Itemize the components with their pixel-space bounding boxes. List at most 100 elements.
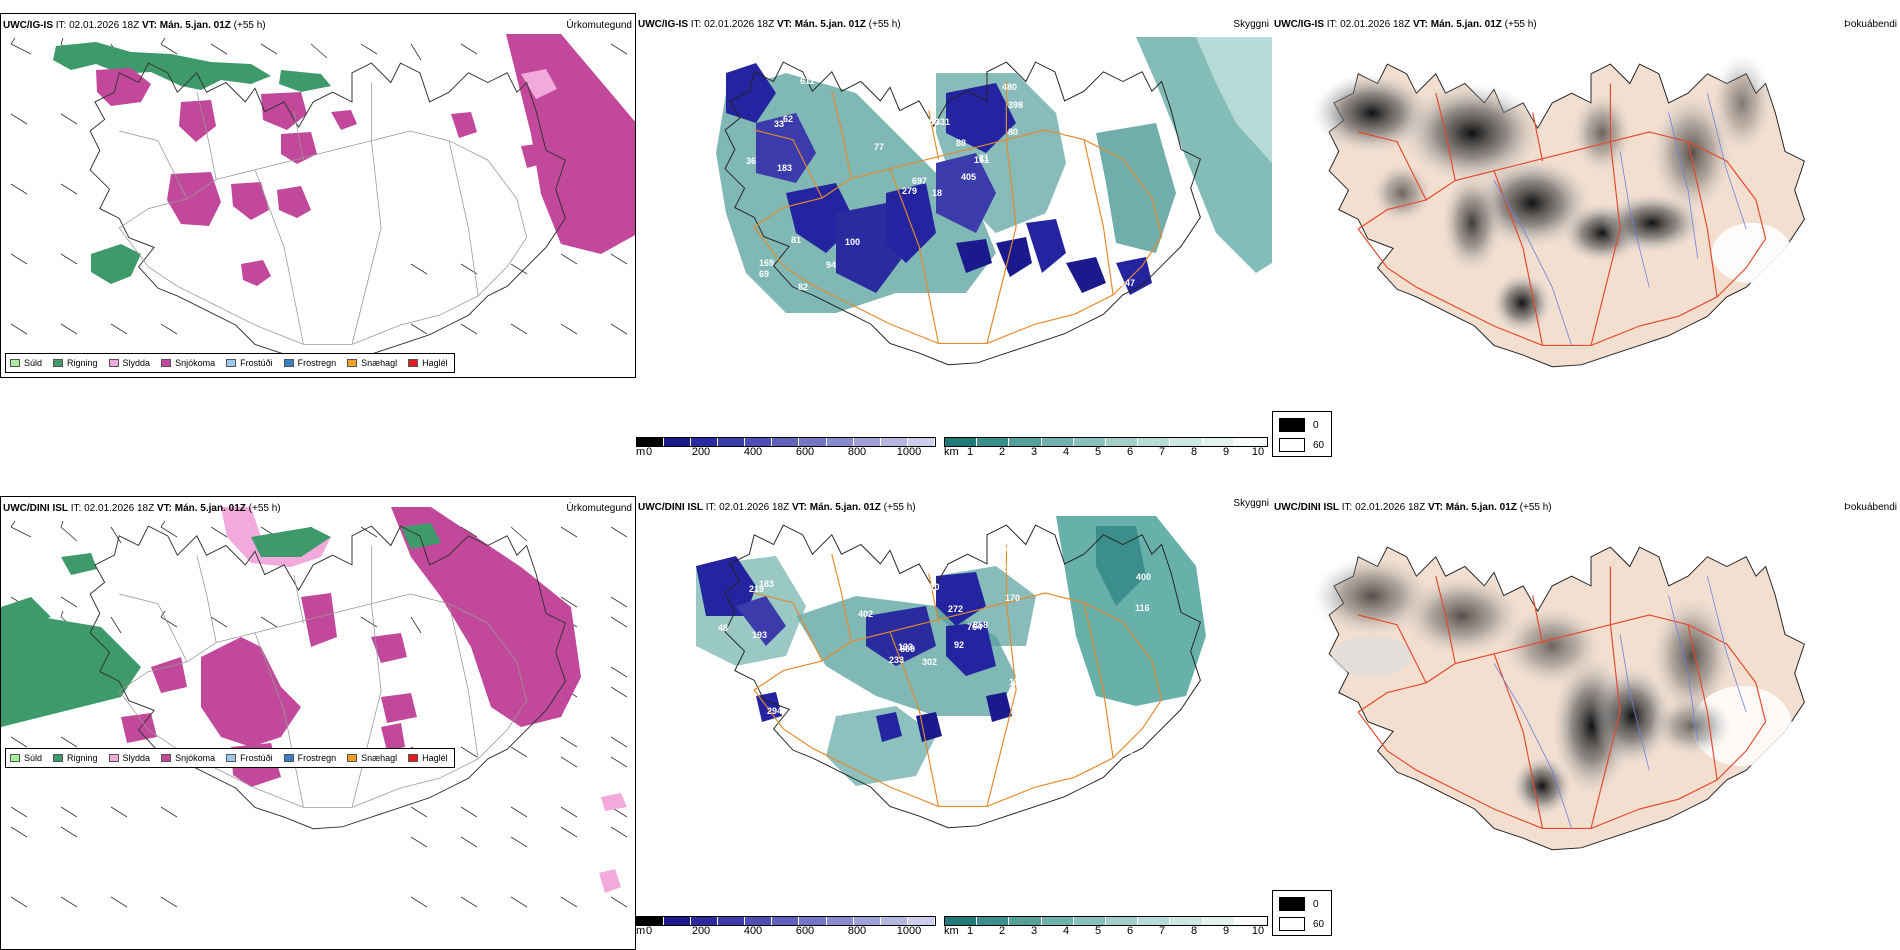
panel-variable-label: Þokuábendi — [1844, 19, 1897, 30]
snow-depth-label: 159 — [924, 117, 939, 127]
panel-title: UWC/DINI ISL IT: 02.01.2026 18Z VT: Mán.… — [1274, 502, 1552, 513]
legend-item: Snjókoma — [161, 358, 215, 368]
visibility-map-row1: 18 33 697 169 151 100 480 331 398 405 611 147 183 134… — [716, 37, 1272, 366]
colorbar-unit: m — [636, 925, 646, 937]
snow-depth-label: 193 — [752, 630, 767, 640]
legend-item: Slydda — [108, 753, 150, 763]
legend-item: Snæhagl — [347, 358, 397, 368]
panel-title: UWC/DINI ISL IT: 02.01.2026 18Z VT: Mán.… — [638, 502, 916, 513]
colorbar-unit: m — [636, 446, 646, 458]
snow-depth-label: 809 — [900, 644, 915, 654]
legend-swatch — [226, 754, 237, 762]
snow-depth-label: 18 — [932, 188, 942, 198]
colorbar-tick-label: 10 — [1251, 925, 1265, 937]
colorbar-tick-label: 3 — [1030, 446, 1038, 458]
panel-title: UWC/IG-IS IT: 02.01.2026 18Z VT: Mán. 5.… — [1274, 19, 1537, 30]
snow-depth-label: 72 — [913, 116, 923, 126]
fog-legend-label: 60 — [1313, 918, 1325, 930]
precip-legend-row1: Súld Rigning Slydda Snjókoma Frostúði Frostre… — [5, 353, 455, 373]
visibility-colorbar: km 1 2 3 4 5 6 7 8 9 10 — [944, 437, 1290, 459]
fog-map-row2 — [1312, 546, 1805, 851]
legend-swatch — [53, 754, 64, 762]
legend-swatch — [161, 754, 172, 762]
snow-depth-label: 169 — [759, 258, 774, 268]
colorbar-tick-label: 4 — [1062, 446, 1070, 458]
colorbar-tick-label: 7 — [1158, 925, 1166, 937]
legend-swatch — [108, 359, 119, 367]
snow-depth-label: 13 — [1009, 677, 1019, 687]
fog-index-legend: 0 60 — [1272, 411, 1332, 457]
snow-depth-label: 183 — [759, 579, 774, 589]
legend-swatch — [283, 359, 294, 367]
legend-item: Rigning — [53, 358, 98, 368]
legend-item: Rigning — [53, 753, 98, 763]
snow-depth-label: 480 — [1002, 82, 1017, 92]
legend-item: Haglél — [408, 753, 448, 763]
fog-map-row1 — [1312, 53, 1805, 368]
colorbar-tick-label: 200 — [691, 925, 711, 937]
snow-depth-label: 244 — [732, 730, 747, 740]
legend-item: Snæhagl — [347, 753, 397, 763]
snow-depth-colorbar: m 0 200 400 600 800 1000 — [636, 437, 958, 459]
panel-title: UWC/DINI ISL IT: 02.01.2026 18Z VT: Mán.… — [3, 503, 281, 514]
snow-depth-label: 36 — [746, 156, 756, 166]
snow-depth-label: 122 — [903, 549, 918, 559]
snow-depth-label: 170 — [1005, 593, 1020, 603]
snow-depth-label: 279 — [902, 186, 917, 196]
snow-depth-label: 134 — [1127, 107, 1142, 117]
precip-map-row1 — [10, 34, 635, 367]
fog-swatch — [1279, 917, 1305, 931]
snow-depth-label: 132 — [777, 540, 792, 550]
snow-depth-label: 764 — [967, 622, 982, 632]
visibility-colorbar: km 1 2 3 4 5 6 7 8 9 10 — [944, 916, 1290, 938]
snow-depth-label: 338 — [901, 581, 916, 591]
colorbar-tick-label: 600 — [795, 446, 815, 458]
snow-depth-label: 82 — [798, 282, 808, 292]
legend-label: Frostúði — [240, 358, 273, 368]
snow-depth-label: 419 — [913, 582, 928, 592]
colorbar-tick-label: 8 — [1190, 925, 1198, 937]
colorbar-tick-label: 200 — [691, 446, 711, 458]
legend-swatch — [347, 754, 358, 762]
snow-depth-colorbar: m 0 200 400 600 800 1000 — [636, 916, 958, 938]
legend-label: Haglél — [422, 358, 448, 368]
snow-depth-label: 611 — [800, 76, 815, 86]
panel-variable-label: Þokuábendi — [1844, 502, 1897, 513]
colorbar-tick-label: 400 — [743, 446, 763, 458]
fog-index-legend: 0 60 — [1272, 890, 1332, 936]
snow-depth-label: 170 — [998, 546, 1013, 556]
snow-depth-label: 69 — [759, 269, 769, 279]
snow-depth-label: 219 — [749, 584, 764, 594]
snow-depth-label: 104 — [806, 731, 821, 741]
colorbar-tick-label: 1 — [966, 925, 974, 937]
panel-visibility-row1: 18 33 697 169 151 100 480 331 398 405 611 147 183 134… — [636, 13, 1272, 378]
snow-depth-label: 48 — [718, 623, 728, 633]
panel-fog-row2: UWC/DINI ISL IT: 02.01.2026 18Z VT: Mán.… — [1272, 496, 1900, 950]
legend-item: Frostregn — [283, 358, 337, 368]
legend-item: Snjókoma — [161, 753, 215, 763]
snow-depth-label: 100 — [845, 237, 860, 247]
legend-item: Slydda — [108, 358, 150, 368]
snow-depth-label: 147 — [1120, 278, 1135, 288]
colorbar-tick-label: 5 — [1094, 925, 1102, 937]
snow-depth-label: 398 — [1008, 100, 1023, 110]
legend-item: Frostúði — [226, 358, 273, 368]
colorbar-tick-label: 8 — [1190, 446, 1198, 458]
colorbar-tick-label: 400 — [743, 925, 763, 937]
colorbar-tick-label: 3 — [1030, 925, 1038, 937]
legend-label: Súld — [24, 753, 43, 763]
legend-label: Frostúði — [240, 753, 273, 763]
colorbar-tick-label: 9 — [1222, 925, 1230, 937]
legend-label: Frostregn — [297, 358, 337, 368]
colorbar-tick-label: 800 — [847, 925, 867, 937]
legend-label: Snjókoma — [175, 753, 216, 763]
snow-depth-label: 858 — [973, 620, 988, 630]
snow-depth-label: 133 — [898, 642, 913, 652]
colorbar-tick-label: 1 — [966, 446, 974, 458]
snow-depth-label: 258 — [1128, 751, 1143, 761]
legend-swatch — [108, 754, 119, 762]
legend-label: Snæhagl — [361, 753, 398, 763]
colorbar-tick-label: 600 — [795, 925, 815, 937]
colorbar-tick-label: 6 — [1126, 446, 1134, 458]
colorbar-tick-label: 6 — [1126, 925, 1134, 937]
